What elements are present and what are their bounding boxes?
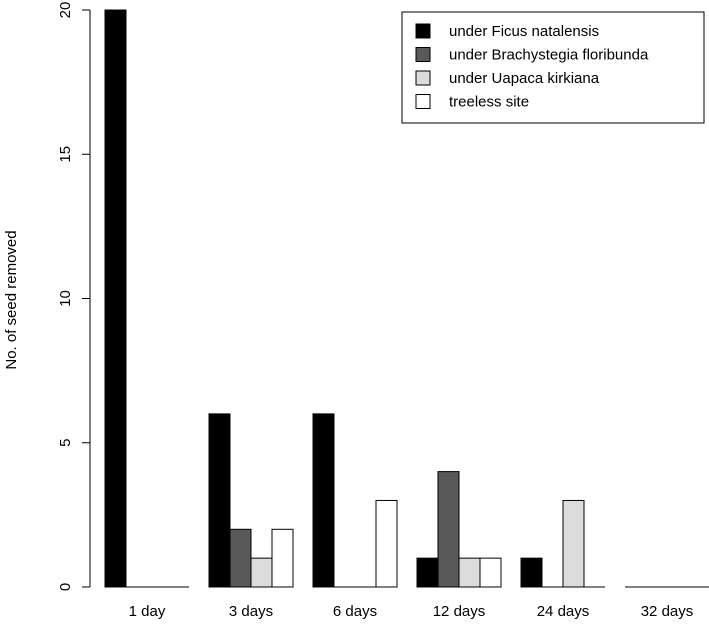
- y-tick-label: 5: [57, 439, 74, 447]
- legend-swatch: [415, 23, 431, 39]
- bar: [458, 557, 481, 588]
- bar: [375, 499, 398, 588]
- y-tick-label: 20: [57, 2, 74, 19]
- legend-swatch: [415, 47, 431, 62]
- bar: [208, 413, 231, 588]
- bar: [437, 471, 460, 588]
- bar: [312, 413, 335, 588]
- bar: [416, 557, 439, 588]
- x-category-label: 3 days: [229, 603, 273, 620]
- x-category-label: 1 day: [129, 603, 166, 620]
- bar: [479, 557, 502, 588]
- bar: [229, 528, 252, 588]
- x-category-label: 32 days: [641, 603, 694, 620]
- legend: under Ficus natalensis under Brachystegia…: [401, 11, 705, 124]
- bars-group: [104, 9, 709, 588]
- legend-box: [401, 11, 705, 124]
- legend-label: under Ficus natalensis: [449, 23, 599, 40]
- bar: [104, 9, 127, 588]
- bar: [562, 499, 585, 588]
- legend-swatch: [415, 94, 431, 109]
- legend-label: under Uapaca kirkiana: [449, 70, 600, 87]
- legend-label: treeless site: [449, 94, 529, 111]
- bar: [520, 557, 543, 588]
- x-axis-labels: 1 day 3 days 6 days 12 days 24 days 32 days: [129, 603, 694, 620]
- bar: [250, 557, 273, 588]
- y-tick-label: 15: [57, 146, 74, 163]
- x-category-label: 6 days: [333, 603, 377, 620]
- legend-swatch: [415, 70, 431, 86]
- y-tick-label: 0: [57, 583, 74, 591]
- y-tick-label: 10: [57, 290, 74, 307]
- bar: [271, 528, 294, 588]
- y-axis-title: No. of seed removed: [3, 230, 20, 369]
- legend-label: under Brachystegia floribunda: [449, 47, 649, 64]
- x-category-label: 12 days: [433, 603, 486, 620]
- y-axis: 0 5 10 15 20: [57, 2, 91, 591]
- x-category-label: 24 days: [537, 603, 590, 620]
